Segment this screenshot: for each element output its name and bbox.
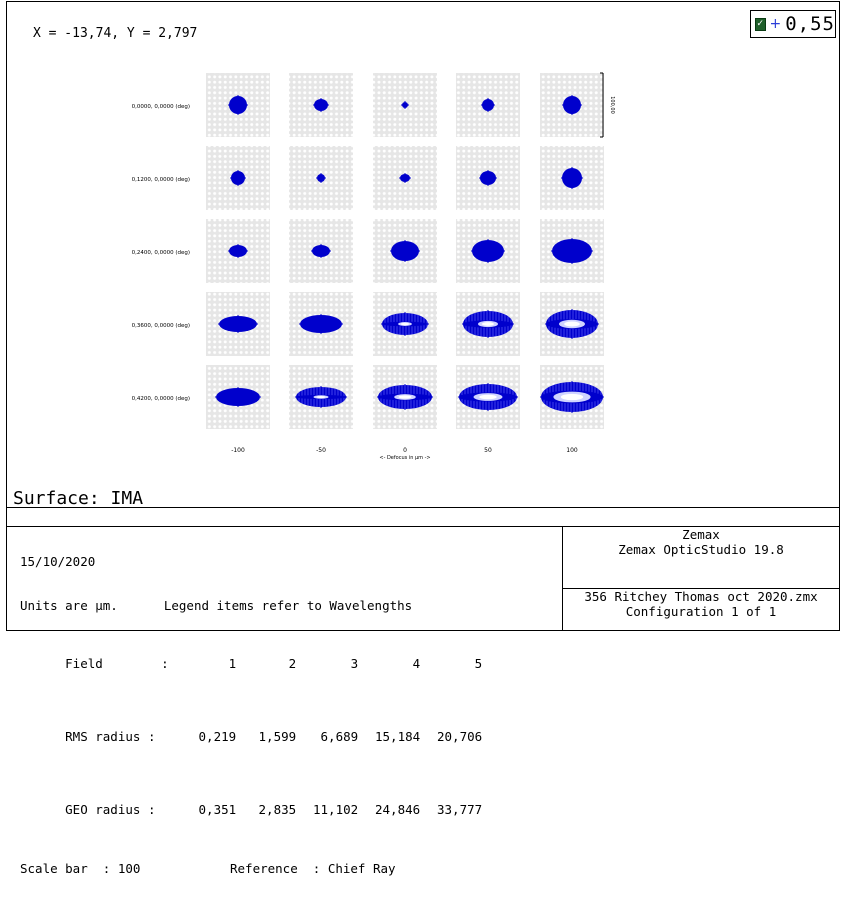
spot [218,315,258,333]
field-4: 4 [412,656,421,672]
rms-label: RMS radius : [65,729,156,745]
spot [458,383,518,411]
spot [561,167,583,189]
spot [295,386,347,408]
scale-bar: 100,00 [600,72,615,138]
rms-row: RMS radius :0,219 1,599 6,689 15,184 20,706 [65,729,483,745]
geo-row: GEO radius :0,351 2,835 11,102 24,846 33,777 [65,802,483,818]
divider-info [7,526,839,527]
field-label-1: 0,0000, 0,0000 (deg) [132,104,190,110]
geo-label: GEO radius : [65,802,156,818]
spot [230,170,246,186]
spot [299,314,343,334]
spot [462,310,514,338]
field-label: Field [65,656,103,672]
divider-top [7,507,839,508]
field-row: Field:1 2 3 4 5 [65,656,483,672]
plus-icon: + [769,16,782,32]
info-legend-note: Legend items refer to Wavelengths [163,597,413,613]
spot [471,239,505,263]
info-company-block: Zemax Zemax OpticStudio 19.8 [563,527,839,557]
info-units: Units are µm. [20,597,118,613]
spot [540,381,604,413]
defocus-axis-label: <- Defocus in µm -> [379,455,430,461]
spot [215,387,261,407]
field-label-4: 0,3600, 0,0000 (deg) [132,323,190,329]
through-focus-spot-diagram: 0,0000, 0,0000 (deg) 0,1200, 0,0000 (deg)… [132,72,615,461]
spot [311,244,331,258]
spot [401,101,409,109]
surface-label: Surface: IMA [13,488,144,509]
info-product: Zemax OpticStudio 19.8 [618,541,784,557]
spot [228,244,248,258]
wavelength-selector[interactable]: ✓ + 0,55 [750,10,836,38]
info-file: 356 Ritchey Thomas oct 2020.zmx [584,589,818,604]
defocus-label-2: -50 [316,447,326,454]
spot [390,240,420,262]
info-divider-vertical [562,526,563,630]
field-label-5: 0,4200, 0,0000 (deg) [132,396,190,402]
reference-info: Reference : Chief Ray [230,860,396,876]
spot [381,312,429,336]
spot [399,173,411,183]
info-left: 15/10/2020 Units are µm. Legend items ref… [20,526,570,905]
field-1: 1 [228,656,237,672]
info-company: Zemax [682,527,720,542]
field-2: 2 [288,656,297,672]
spot [313,98,329,112]
defocus-label-5: 100 [566,447,578,454]
spot [481,98,495,112]
info-configuration: Configuration 1 of 1 [625,603,777,619]
spot [551,238,593,264]
info-file-block: 356 Ritchey Thomas oct 2020.zmx Configur… [563,589,839,619]
wavelength-checkbox-icon[interactable]: ✓ [755,17,766,31]
spot [545,309,599,339]
spot [562,95,582,115]
coordinate-readout: X = -13,74, Y = 2,797 [33,26,198,41]
spot [377,384,433,410]
field-3: 3 [350,656,359,672]
defocus-label-3: 0 [403,447,407,454]
scale-bar-info: Scale bar : 100 [20,860,141,876]
defocus-label-4: 50 [484,447,492,454]
scale-bar-label: 100,00 [609,96,615,114]
defocus-label-1: -100 [231,447,245,454]
spot [479,170,497,186]
field-label-3: 0,2400, 0,0000 (deg) [132,250,190,256]
wavelength-value: 0,55 [785,13,835,35]
spot [316,173,326,183]
field-label-2: 0,1200, 0,0000 (deg) [132,177,190,183]
field-5: 5 [474,656,483,672]
info-date: 15/10/2020 [20,554,96,570]
spot [228,95,248,115]
info-divider-right [563,588,839,589]
info-panel: 15/10/2020 Units are µm. Legend items ref… [7,526,839,875]
